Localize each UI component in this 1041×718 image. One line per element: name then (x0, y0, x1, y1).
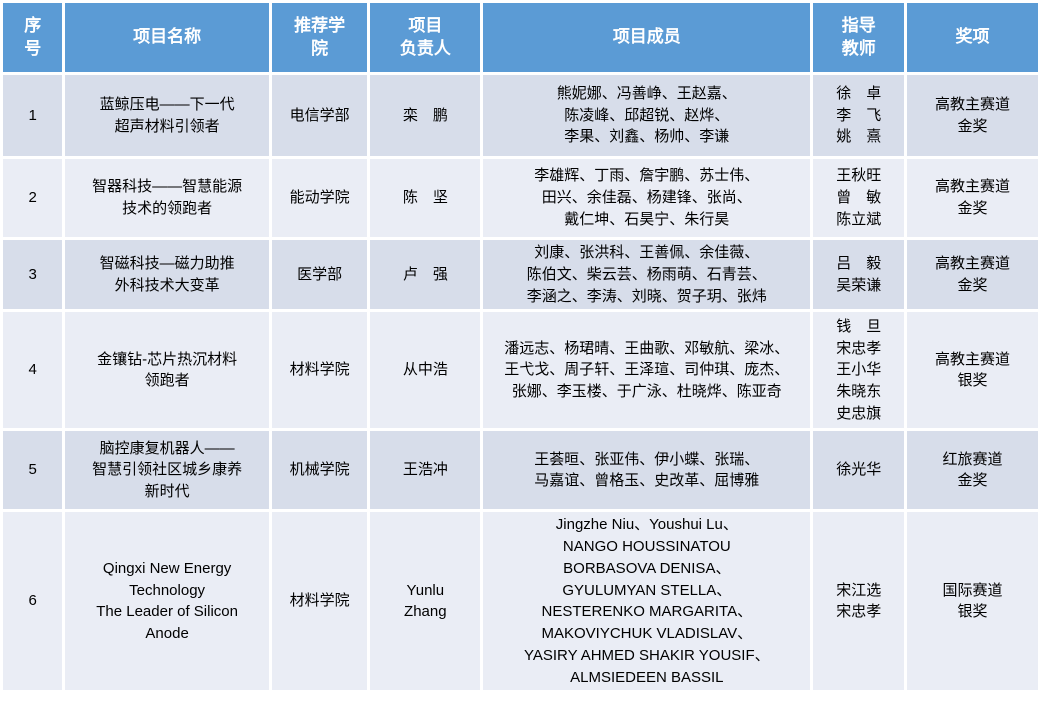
table-header: 序 号 项目名称 推荐学 院 项目 负责人 项目成员 指导 教师 奖项 (0, 0, 1041, 75)
row-1-leader: 栾 鹏 (367, 72, 484, 159)
row-1-award: 高教主赛道 金奖 (904, 72, 1041, 159)
row-1-seq: 1 (0, 72, 66, 159)
table-row: 4 金镶钻-芯片热沉材料 领跑者 材料学院 从中浩 潘远志、杨珺晴、王曲歌、邓敏… (0, 309, 1041, 432)
row-6-college: 材料学院 (268, 509, 371, 694)
header-name: 项目名称 (62, 0, 272, 75)
row-5-project-name: 脑控康复机器人—— 智慧引领社区城乡康养 新时代 (62, 428, 272, 513)
row-3-advisors: 吕 毅 吴荣谦 (810, 236, 908, 313)
row-5-award: 红旅赛道 金奖 (904, 428, 1041, 513)
row-3-project-name: 智磁科技—磁力助推 外科技术大变革 (62, 236, 272, 313)
row-5-members: 王荟晅、张亚伟、伊小蝶、张瑞、 马嘉谊、曾格玉、史改革、屈博雅 (480, 428, 814, 513)
row-4-advisors: 钱 旦 宋忠孝 王小华 朱晓东 史忠旗 (810, 309, 908, 432)
row-6-project-name: Qingxi New Energy Technology The Leader … (62, 509, 272, 694)
row-1-college: 电信学部 (268, 72, 371, 159)
row-5-leader: 王浩冲 (367, 428, 484, 513)
row-5-college: 机械学院 (268, 428, 371, 513)
table-row: 5 脑控康复机器人—— 智慧引领社区城乡康养 新时代 机械学院 王浩冲 王荟晅、… (0, 428, 1041, 513)
row-2-seq: 2 (0, 156, 66, 240)
header-seq: 序 号 (0, 0, 66, 75)
row-2-members: 李雄辉、丁雨、詹宇鹏、苏士伟、 田兴、余佳磊、杨建锋、张尚、 戴仁坤、石昊宁、朱… (480, 156, 814, 240)
row-6-seq: 6 (0, 509, 66, 694)
row-3-seq: 3 (0, 236, 66, 313)
table-row: 6 Qingxi New Energy Technology The Leade… (0, 509, 1041, 694)
row-2-project-name: 智器科技——智慧能源 技术的领跑者 (62, 156, 272, 240)
header-leader: 项目 负责人 (367, 0, 484, 75)
row-4-college: 材料学院 (268, 309, 371, 432)
awards-table: 序 号 项目名称 推荐学 院 项目 负责人 项目成员 指导 教师 奖项 1 蓝鲸… (0, 0, 1041, 694)
row-4-leader: 从中浩 (367, 309, 484, 432)
row-3-members: 刘康、张洪科、王善佩、余佳薇、 陈伯文、柴云芸、杨雨萌、石青芸、 李涵之、李涛、… (480, 236, 814, 313)
row-2-college: 能动学院 (268, 156, 371, 240)
header-advisors: 指导 教师 (810, 0, 908, 75)
header-award: 奖项 (904, 0, 1041, 75)
header-row: 序 号 项目名称 推荐学 院 项目 负责人 项目成员 指导 教师 奖项 (0, 0, 1041, 75)
row-2-award: 高教主赛道 金奖 (904, 156, 1041, 240)
table-body: 1 蓝鲸压电——下一代 超声材料引领者 电信学部 栾 鹏 熊妮娜、冯善峥、王赵嘉… (0, 72, 1041, 694)
row-4-award: 高教主赛道 银奖 (904, 309, 1041, 432)
row-1-members: 熊妮娜、冯善峥、王赵嘉、 陈凌峰、邱超锐、赵烨、 李果、刘鑫、杨帅、李谦 (480, 72, 814, 159)
row-4-members: 潘远志、杨珺晴、王曲歌、邓敏航、梁冰、 王弋戈、周子轩、王泽瑄、司仲琪、庞杰、 … (480, 309, 814, 432)
row-4-seq: 4 (0, 309, 66, 432)
header-college: 推荐学 院 (268, 0, 371, 75)
row-6-advisors: 宋江选 宋忠孝 (810, 509, 908, 694)
row-1-advisors: 徐 卓 李 飞 姚 熹 (810, 72, 908, 159)
row-2-leader: 陈 坚 (367, 156, 484, 240)
row-6-award: 国际赛道 银奖 (904, 509, 1041, 694)
table-row: 1 蓝鲸压电——下一代 超声材料引领者 电信学部 栾 鹏 熊妮娜、冯善峥、王赵嘉… (0, 72, 1041, 159)
row-6-leader: Yunlu Zhang (367, 509, 484, 694)
row-2-advisors: 王秋旺 曾 敏 陈立斌 (810, 156, 908, 240)
row-3-college: 医学部 (268, 236, 371, 313)
row-3-leader: 卢 强 (367, 236, 484, 313)
row-4-project-name: 金镶钻-芯片热沉材料 领跑者 (62, 309, 272, 432)
row-6-members: Jingzhe Niu、Youshui Lu、 NANGO HOUSSINATO… (480, 509, 814, 694)
row-1-project-name: 蓝鲸压电——下一代 超声材料引领者 (62, 72, 272, 159)
header-members: 项目成员 (480, 0, 814, 75)
table-row: 2 智器科技——智慧能源 技术的领跑者 能动学院 陈 坚 李雄辉、丁雨、詹宇鹏、… (0, 156, 1041, 240)
row-5-advisors: 徐光华 (810, 428, 908, 513)
table-row: 3 智磁科技—磁力助推 外科技术大变革 医学部 卢 强 刘康、张洪科、王善佩、余… (0, 236, 1041, 313)
row-5-seq: 5 (0, 428, 66, 513)
row-3-award: 高教主赛道 金奖 (904, 236, 1041, 313)
